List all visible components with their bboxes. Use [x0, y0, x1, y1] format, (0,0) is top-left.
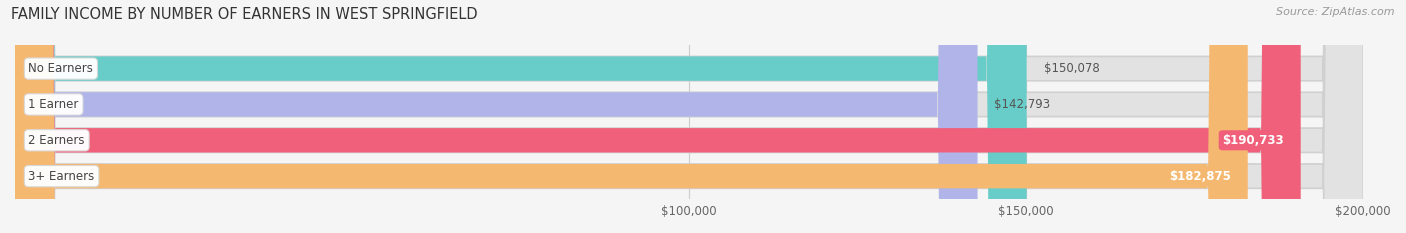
Text: FAMILY INCOME BY NUMBER OF EARNERS IN WEST SPRINGFIELD: FAMILY INCOME BY NUMBER OF EARNERS IN WE…	[11, 7, 478, 22]
FancyBboxPatch shape	[15, 0, 1364, 233]
Text: 2 Earners: 2 Earners	[28, 134, 84, 147]
FancyBboxPatch shape	[15, 0, 1301, 233]
Text: $190,733: $190,733	[1222, 134, 1284, 147]
Text: 1 Earner: 1 Earner	[28, 98, 79, 111]
FancyBboxPatch shape	[15, 0, 1364, 233]
Text: 3+ Earners: 3+ Earners	[28, 170, 94, 183]
FancyBboxPatch shape	[15, 0, 1026, 233]
FancyBboxPatch shape	[15, 0, 1364, 233]
FancyBboxPatch shape	[15, 0, 1247, 233]
Text: $182,875: $182,875	[1168, 170, 1230, 183]
FancyBboxPatch shape	[15, 0, 977, 233]
Text: $142,793: $142,793	[994, 98, 1050, 111]
Text: No Earners: No Earners	[28, 62, 93, 75]
Text: Source: ZipAtlas.com: Source: ZipAtlas.com	[1277, 7, 1395, 17]
Text: $150,078: $150,078	[1043, 62, 1099, 75]
FancyBboxPatch shape	[15, 0, 1364, 233]
